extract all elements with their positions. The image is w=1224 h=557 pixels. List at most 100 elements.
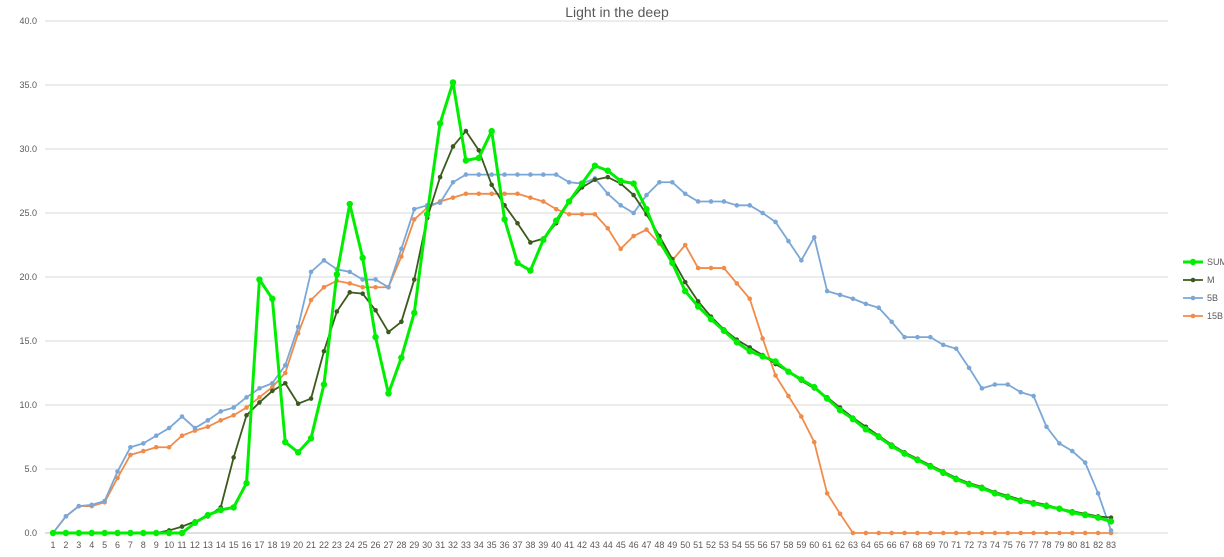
data-point <box>450 179 456 185</box>
data-point <box>257 400 262 405</box>
x-tick-label: 43 <box>590 540 600 550</box>
data-point <box>489 182 494 188</box>
data-point <box>1095 530 1101 536</box>
data-point <box>863 301 869 307</box>
data-point <box>799 414 804 419</box>
data-point <box>1044 530 1049 536</box>
data-point <box>231 405 236 410</box>
x-tick-label: 77 <box>1029 540 1039 550</box>
data-point <box>489 191 494 197</box>
data-point <box>257 395 262 400</box>
data-point <box>515 191 520 197</box>
data-point <box>256 276 263 283</box>
data-point <box>399 254 404 259</box>
x-tick-label: 70 <box>938 540 948 550</box>
x-tick-label: 18 <box>267 540 277 550</box>
data-point <box>1031 530 1036 536</box>
data-point <box>153 529 160 537</box>
data-point <box>670 179 675 185</box>
data-point <box>295 324 301 330</box>
data-point <box>927 463 934 470</box>
data-point <box>476 147 482 153</box>
data-point <box>644 192 649 198</box>
x-tick-label: 78 <box>1041 540 1051 550</box>
x-tick-label: 20 <box>293 540 303 550</box>
chart-title: Light in the deep <box>565 4 669 20</box>
data-point <box>824 288 830 294</box>
data-point <box>785 368 792 375</box>
x-tick-label: 50 <box>680 540 690 550</box>
data-point <box>450 144 456 149</box>
data-point <box>1030 500 1037 507</box>
data-point <box>708 199 714 204</box>
data-point <box>102 498 107 504</box>
data-point <box>476 191 482 197</box>
data-point <box>360 291 365 296</box>
x-tick-label: 13 <box>203 540 213 550</box>
data-point <box>644 227 649 232</box>
data-point <box>940 342 946 348</box>
x-tick-label: 30 <box>422 540 432 550</box>
x-tick-label: 7 <box>128 540 133 550</box>
legend-item: 15B <box>1183 311 1223 321</box>
data-point <box>347 290 353 295</box>
legend-label: 5B <box>1207 293 1218 303</box>
data-point <box>552 217 560 224</box>
data-point <box>695 265 701 271</box>
data-point <box>733 339 741 346</box>
data-point <box>540 172 546 177</box>
data-point <box>153 444 159 450</box>
data-point <box>308 396 314 401</box>
data-point <box>243 479 250 487</box>
data-point <box>75 529 83 537</box>
data-point <box>811 439 817 445</box>
data-point <box>618 203 624 208</box>
data-point <box>114 529 121 537</box>
y-tick-label: 5.0 <box>24 464 37 474</box>
data-point <box>515 172 520 177</box>
x-tick-label: 2 <box>63 540 68 550</box>
x-tick-label: 65 <box>874 540 884 550</box>
data-point <box>359 254 366 261</box>
data-point <box>270 384 275 390</box>
data-point <box>682 191 688 197</box>
data-point <box>476 172 482 177</box>
data-point <box>475 154 482 162</box>
data-point <box>540 236 547 244</box>
data-point <box>605 226 611 231</box>
data-point <box>605 191 611 197</box>
data-point <box>734 203 740 208</box>
x-tick-label: 15 <box>229 540 239 550</box>
x-tick-label: 46 <box>629 540 639 550</box>
data-point <box>657 179 662 185</box>
data-point <box>565 198 573 205</box>
x-tick-label: 40 <box>551 540 561 550</box>
data-point <box>411 206 417 212</box>
data-point <box>528 172 533 177</box>
data-point <box>333 271 341 278</box>
data-point <box>269 295 276 302</box>
data-point <box>489 172 494 177</box>
data-point <box>1081 511 1089 519</box>
data-point <box>889 319 894 325</box>
data-point <box>811 235 817 240</box>
data-point <box>502 191 507 197</box>
data-point <box>166 444 172 450</box>
x-tick-label: 17 <box>254 540 264 550</box>
data-point <box>140 529 147 537</box>
data-point <box>553 206 559 212</box>
data-point <box>1069 448 1075 454</box>
data-point <box>631 192 636 198</box>
data-point <box>578 180 586 187</box>
data-point <box>953 346 959 351</box>
data-point <box>179 414 185 419</box>
data-point <box>1082 460 1088 465</box>
data-point <box>321 348 327 354</box>
data-point <box>1108 528 1114 533</box>
data-point <box>514 259 521 267</box>
data-point <box>320 381 328 388</box>
data-point <box>682 279 688 285</box>
data-point <box>192 425 198 431</box>
data-point <box>992 382 998 387</box>
x-tick-label: 31 <box>435 540 445 550</box>
